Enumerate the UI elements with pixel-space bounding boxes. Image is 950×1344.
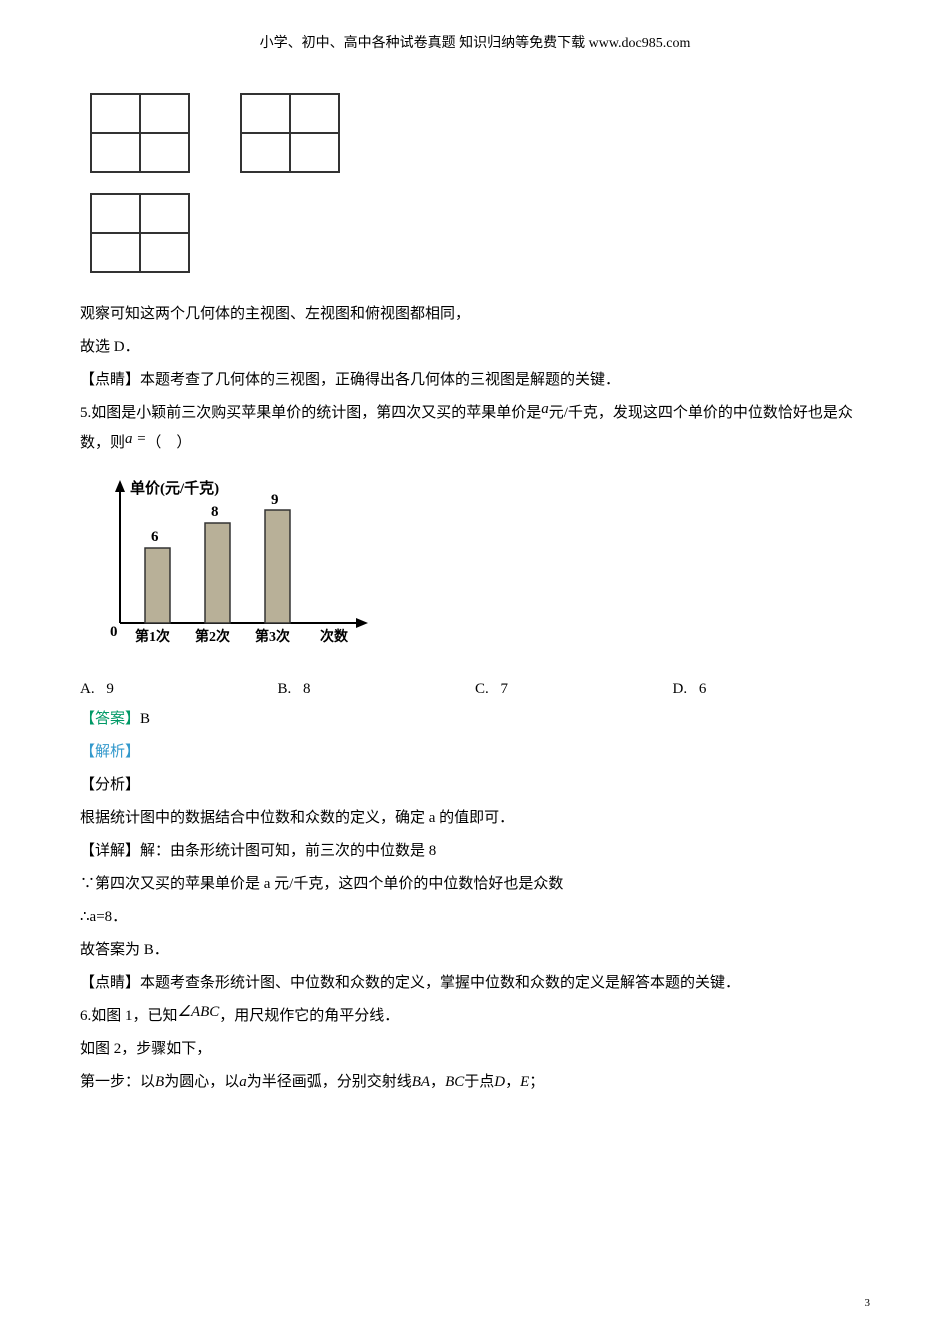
q5-opt-c-label: C. bbox=[475, 681, 489, 697]
q5-dianqing: 【点睛】本题考查条形统计图、中位数和众数的定义，掌握中位数和众数的定义是解答本题… bbox=[80, 968, 870, 998]
q5-option-a: A. 9 bbox=[80, 674, 278, 704]
q6-s1-m5: ， bbox=[505, 1074, 520, 1090]
q6-prefix: 6.如图 1，已知 bbox=[80, 1008, 178, 1024]
q6-s1-m1: 为圆心，以 bbox=[164, 1074, 239, 1090]
q6-s1-m3: ， bbox=[430, 1074, 445, 1090]
svg-text:次数: 次数 bbox=[320, 628, 349, 645]
q5-detail-line3: ∴a=8． bbox=[80, 902, 870, 932]
header-text: 小学、初中、高中各种试卷真题 知识归纳等免费下载 www.doc985.com bbox=[260, 36, 691, 51]
q5-opt-d-value: 6 bbox=[699, 681, 707, 697]
svg-text:第2次: 第2次 bbox=[195, 628, 230, 645]
q5-fenxi-text: 根据统计图中的数据结合中位数和众数的定义，确定 a 的值即可． bbox=[80, 803, 870, 833]
q5-detail-label: 【详解】解：由条形统计图可知，前三次的中位数是 8 bbox=[80, 836, 870, 866]
q5-opt-b-label: B. bbox=[278, 681, 292, 697]
q4-conclusion: 故选 D． bbox=[80, 332, 870, 362]
svg-text:第3次: 第3次 bbox=[255, 628, 290, 645]
q5-opt-d-label: D. bbox=[673, 681, 688, 697]
q5-opt-a-label: A. bbox=[80, 681, 95, 697]
svg-text:第1次: 第1次 bbox=[135, 628, 170, 645]
q5-stem-suffix: （ ） bbox=[146, 435, 191, 451]
grid-view-1 bbox=[90, 93, 190, 173]
svg-text:8: 8 bbox=[211, 504, 219, 520]
q6-line2: 如图 2，步骤如下， bbox=[80, 1034, 870, 1064]
q5-bar-chart: 单价(元/千克) 0 6 8 9 第1次 第2次 第3次 次数 bbox=[90, 468, 870, 659]
q5-opt-b-value: 8 bbox=[303, 681, 311, 697]
q4-dianqing: 【点睛】本题考查了几何体的三视图，正确得出各几何体的三视图是解题的关键． bbox=[80, 365, 870, 395]
svg-text:6: 6 bbox=[151, 529, 159, 545]
q4-observation: 观察可知这两个几何体的主视图、左视图和俯视图都相同， bbox=[80, 299, 870, 329]
q5-fenxi-label: 【分析】 bbox=[80, 770, 870, 800]
q6-s1-e: E bbox=[520, 1074, 529, 1090]
q5-option-b: B. 8 bbox=[278, 674, 476, 704]
q5-answer-value: B bbox=[140, 711, 150, 727]
q6-s1-m4: 于点 bbox=[464, 1074, 494, 1090]
q5-answer: 【答案】B bbox=[80, 704, 870, 734]
svg-text:单价(元/千克): 单价(元/千克) bbox=[130, 479, 219, 497]
grid-row-1 bbox=[90, 93, 870, 173]
q5-detail-line2: ∵第四次又买的苹果单价是 a 元/千克，这四个单价的中位数恰好也是众数 bbox=[80, 869, 870, 899]
q5-answer-label: 【答案】 bbox=[80, 711, 140, 727]
q5-stem-prefix: 5.如图是小颖前三次购买苹果单价的统计图，第四次又买的苹果单价是 bbox=[80, 405, 541, 421]
svg-text:9: 9 bbox=[271, 492, 279, 508]
svg-text:0: 0 bbox=[110, 624, 118, 640]
q5-opt-a-value: 9 bbox=[106, 681, 114, 697]
q5-detail-line4: 故答案为 B． bbox=[80, 935, 870, 965]
q5-analysis-label: 【解析】 bbox=[80, 744, 140, 760]
q6-step1: 第一步：以B为圆心，以a为半径画弧，分别交射线BA，BC于点D，E； bbox=[80, 1067, 870, 1097]
q6-s1-bc: BC bbox=[445, 1074, 464, 1090]
q6-s1-m2: 为半径画弧，分别交射线 bbox=[247, 1074, 412, 1090]
q6-angle: ∠ABC bbox=[178, 1004, 220, 1020]
q5-options: A. 9 B. 8 C. 7 D. 6 bbox=[80, 674, 870, 704]
q5-eq: a = bbox=[125, 431, 146, 447]
q5-var-a: a bbox=[541, 401, 549, 417]
q6-s1-d: D bbox=[494, 1074, 505, 1090]
q5-option-c: C. 7 bbox=[475, 674, 673, 704]
q5-stem: 5.如图是小颖前三次购买苹果单价的统计图，第四次又买的苹果单价是a元/千克，发现… bbox=[80, 398, 870, 458]
page-number: 3 bbox=[865, 1292, 871, 1314]
grid-view-3 bbox=[90, 193, 190, 273]
q6-suffix: ，用尺规作它的角平分线． bbox=[219, 1008, 399, 1024]
q5-opt-c-value: 7 bbox=[501, 681, 509, 697]
q6-s1-a: a bbox=[239, 1074, 247, 1090]
grid-row-2 bbox=[90, 193, 870, 284]
q5-option-d: D. 6 bbox=[673, 674, 871, 704]
q5-analysis: 【解析】 bbox=[80, 737, 870, 767]
page-header: 小学、初中、高中各种试卷真题 知识归纳等免费下载 www.doc985.com bbox=[80, 30, 870, 58]
q6-stem: 6.如图 1，已知∠ABC，用尺规作它的角平分线． bbox=[80, 1001, 870, 1031]
grid-view-2 bbox=[240, 93, 340, 173]
q6-s1-end: ； bbox=[529, 1074, 544, 1090]
q6-s1-ba: BA bbox=[412, 1074, 430, 1090]
q6-s1-b: B bbox=[155, 1074, 164, 1090]
q6-s1-prefix: 第一步：以 bbox=[80, 1074, 155, 1090]
